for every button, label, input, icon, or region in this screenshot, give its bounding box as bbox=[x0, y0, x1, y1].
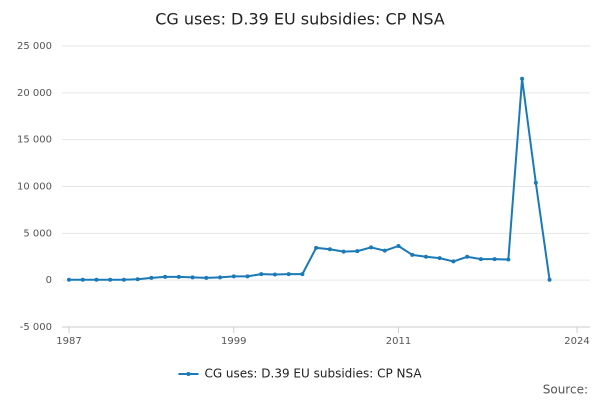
y-tick-label: 25 000 bbox=[17, 41, 52, 52]
data-point bbox=[465, 254, 470, 259]
x-tick-label: 2024 bbox=[564, 336, 589, 347]
data-point bbox=[259, 272, 264, 277]
data-point bbox=[396, 243, 401, 248]
legend-marker bbox=[186, 372, 191, 376]
data-point bbox=[245, 274, 250, 279]
data-point bbox=[300, 272, 305, 277]
data-point bbox=[437, 256, 442, 261]
data-point bbox=[547, 277, 552, 282]
data-point bbox=[478, 257, 483, 262]
y-tick-label: -5 000 bbox=[20, 322, 52, 333]
legend-label: CG uses: D.39 EU subsidies: CP NSA bbox=[204, 367, 422, 381]
source: Source: bbox=[543, 383, 588, 397]
data-point bbox=[218, 275, 223, 280]
chart-title: CG uses: D.39 EU subsidies: CP NSA bbox=[155, 10, 445, 29]
data-point bbox=[176, 274, 181, 279]
data-point bbox=[314, 245, 319, 250]
data-point bbox=[272, 272, 277, 277]
y-tick-label: 15 000 bbox=[17, 135, 52, 146]
data-point bbox=[231, 274, 236, 279]
data-point bbox=[520, 76, 525, 81]
data-point bbox=[286, 272, 291, 277]
data-point bbox=[80, 277, 85, 282]
data-point bbox=[327, 247, 332, 252]
data-point bbox=[369, 245, 374, 250]
data-point bbox=[67, 277, 71, 282]
data-point bbox=[355, 249, 360, 254]
data-point bbox=[149, 275, 154, 280]
data-point bbox=[423, 254, 428, 259]
y-tick-label: 10 000 bbox=[17, 182, 52, 193]
y-tick-label: 20 000 bbox=[17, 88, 52, 99]
data-point bbox=[190, 275, 195, 280]
series-line bbox=[69, 78, 551, 281]
data-point bbox=[492, 257, 497, 262]
data-point bbox=[204, 275, 209, 280]
data-point bbox=[121, 277, 126, 282]
y-tick-label: 0 bbox=[46, 275, 52, 286]
data-point bbox=[533, 180, 538, 185]
data-point bbox=[94, 277, 99, 282]
data-point bbox=[506, 257, 511, 262]
data-point bbox=[163, 274, 168, 279]
data-point bbox=[410, 252, 415, 257]
data-point bbox=[108, 277, 113, 282]
x-tick-label: 1999 bbox=[221, 336, 246, 347]
x-tick-label: 2011 bbox=[386, 336, 411, 347]
y-tick-label: 5 000 bbox=[23, 228, 52, 239]
data-point bbox=[341, 249, 346, 254]
x-tick-label: 1987 bbox=[56, 336, 81, 347]
data-point bbox=[382, 248, 387, 253]
data-point bbox=[451, 259, 456, 264]
data-point bbox=[135, 277, 140, 282]
